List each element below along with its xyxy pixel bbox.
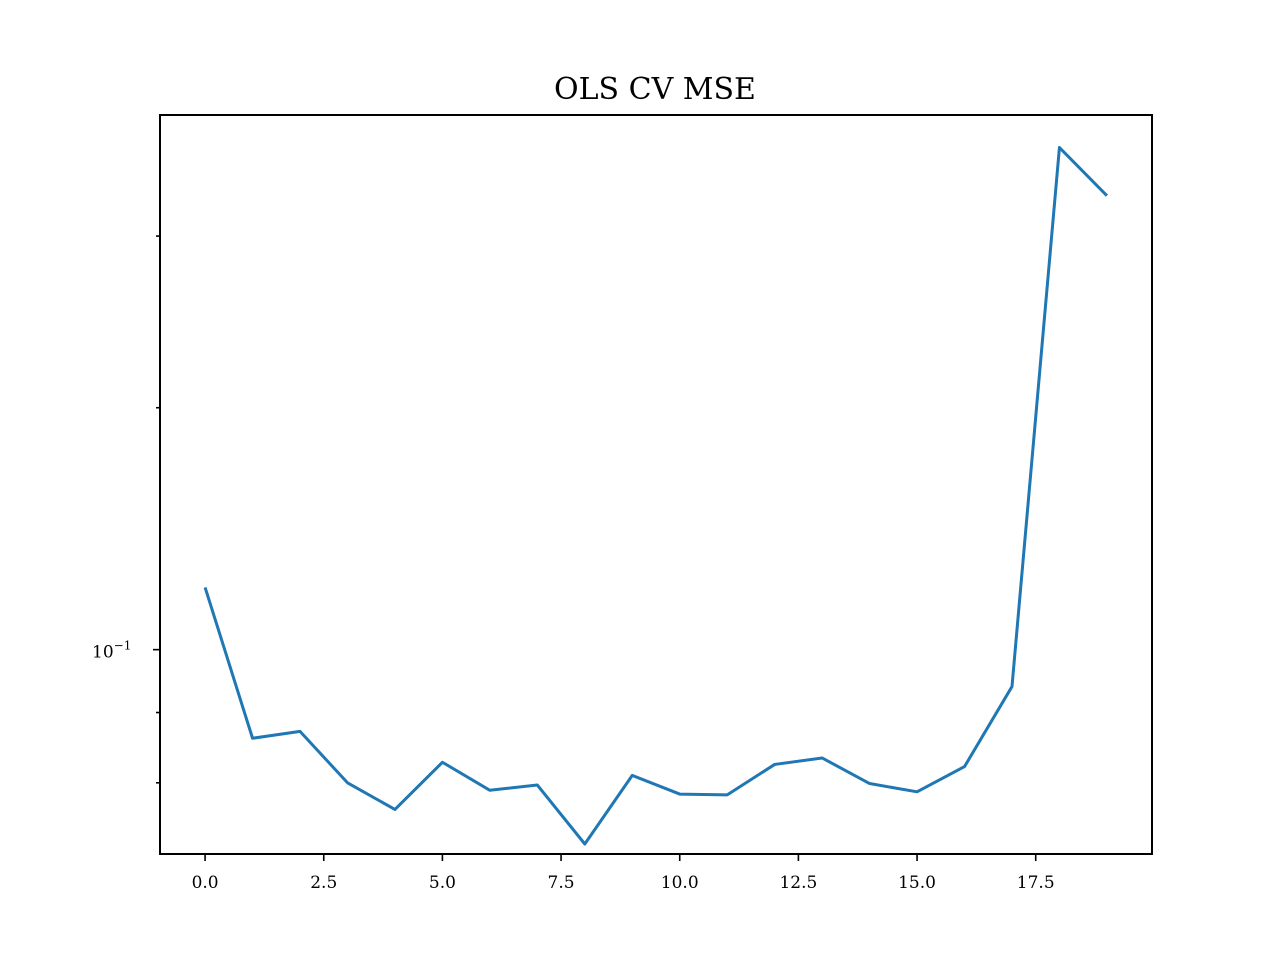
x-tick-label: 5.0 <box>429 873 456 893</box>
y-tick-label: 10−1 <box>92 639 131 663</box>
plot-frame <box>159 114 1153 855</box>
series-layer <box>203 146 1108 846</box>
ticks-layer: 0.0 2.5 5.0 7.5 10.0 12.5 15.0 17.5 10−1 <box>92 235 1055 893</box>
chart-title: OLS CV MSE <box>554 72 756 107</box>
x-tick-label: 10.0 <box>661 873 699 893</box>
x-tick-label: 7.5 <box>548 873 575 893</box>
x-tick-label: 12.5 <box>779 873 817 893</box>
x-tick-label: 0.0 <box>192 873 219 893</box>
x-tick-label: 2.5 <box>310 873 337 893</box>
series-line <box>203 146 1108 846</box>
x-tick-label: 17.5 <box>1017 873 1055 893</box>
x-tick-label: 15.0 <box>898 873 936 893</box>
